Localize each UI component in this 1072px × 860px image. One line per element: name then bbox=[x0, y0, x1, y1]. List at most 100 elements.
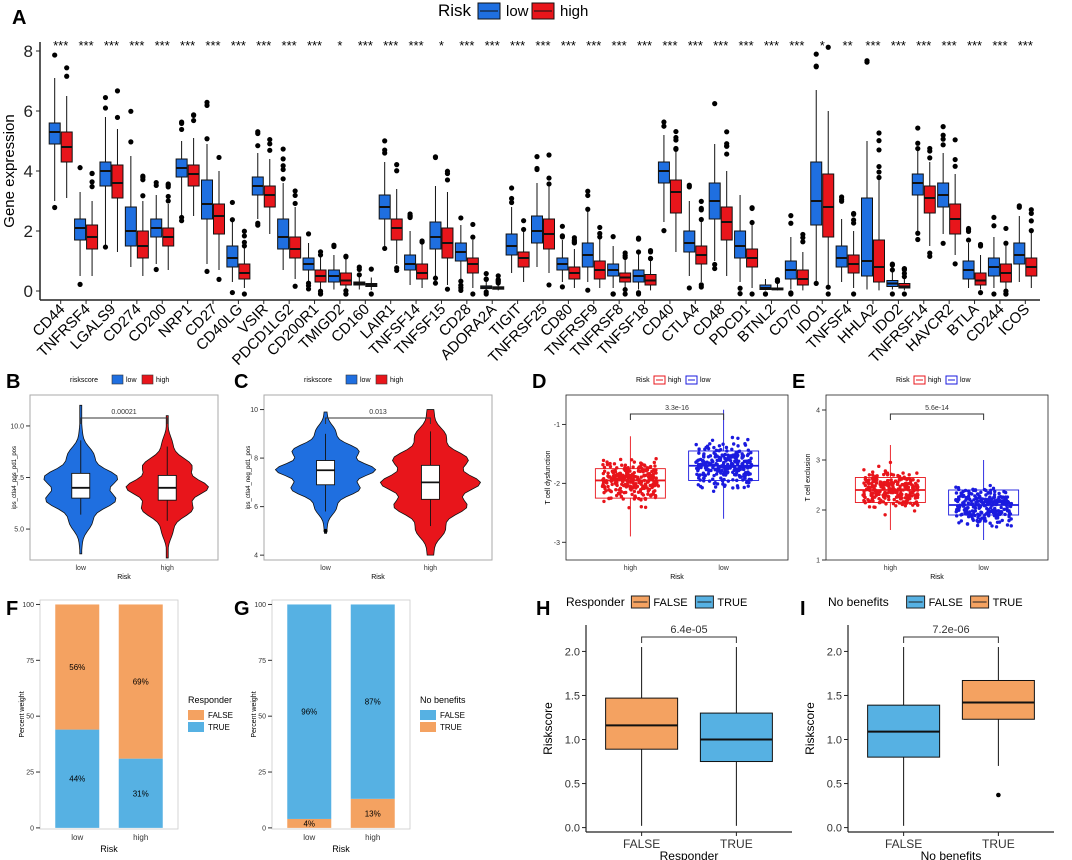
jitter-point bbox=[653, 464, 657, 468]
panel-e-tick-label: 4 bbox=[816, 407, 820, 414]
panel-a-CD70-high-box bbox=[796, 269, 809, 286]
jitter-point bbox=[972, 498, 976, 502]
jitter-point bbox=[908, 496, 912, 501]
ytick-label: 0.0 bbox=[565, 823, 580, 835]
legend-title: No benefits bbox=[420, 695, 466, 705]
jitter-point bbox=[732, 442, 736, 446]
panel-frame bbox=[271, 599, 411, 830]
jitter-point bbox=[713, 467, 717, 472]
jitter-point bbox=[631, 465, 635, 469]
legend-key-FALSE bbox=[420, 710, 436, 720]
panel-a-outlier bbox=[241, 243, 247, 249]
legend-label: TRUE bbox=[208, 723, 230, 732]
legend-key bbox=[945, 375, 958, 385]
panel-a-CD48-high-box bbox=[720, 206, 733, 241]
jitter-point bbox=[988, 521, 992, 525]
jitter-point bbox=[904, 493, 908, 497]
jitter-point bbox=[993, 506, 997, 511]
jitter-point bbox=[642, 474, 646, 478]
jitter-point bbox=[862, 468, 866, 472]
panel-g-tick-label: 75 bbox=[258, 658, 266, 665]
jitter-point bbox=[999, 509, 1004, 514]
panel-a-outlier bbox=[521, 226, 527, 233]
jitter-point bbox=[894, 504, 898, 508]
jitter-point bbox=[717, 469, 722, 473]
panel-a-outlier bbox=[610, 291, 616, 297]
panel-a-sig: *** bbox=[713, 38, 728, 53]
jitter-point bbox=[1002, 507, 1006, 512]
jitter-point bbox=[989, 498, 993, 502]
panel-a-outlier bbox=[698, 198, 704, 204]
jitter-point bbox=[964, 498, 968, 502]
panel-frame bbox=[263, 394, 493, 561]
jitter-point bbox=[916, 485, 920, 489]
jitter-point bbox=[726, 479, 730, 483]
jitter-point bbox=[746, 452, 751, 456]
jitter-point bbox=[613, 470, 618, 474]
panel-a-outlier bbox=[952, 261, 958, 267]
jitter-point bbox=[913, 481, 918, 486]
jitter-point bbox=[881, 485, 885, 489]
jitter-point bbox=[873, 484, 877, 488]
ytick-label: 1.0 bbox=[827, 735, 842, 747]
xlabel: Risk bbox=[332, 844, 350, 854]
panel-label-A: A bbox=[12, 7, 26, 29]
legend-label-high: high bbox=[390, 377, 403, 384]
xtick-label: high bbox=[624, 565, 637, 572]
jitter-point bbox=[990, 524, 994, 528]
jitter-point bbox=[708, 442, 712, 446]
panel-a-sig: *** bbox=[180, 38, 195, 53]
panel-a-outlier bbox=[977, 290, 984, 296]
panel-a-outlier bbox=[927, 148, 933, 154]
panel-g-tick-label: 100 bbox=[254, 602, 266, 609]
jitter-point bbox=[610, 482, 614, 487]
panel-a-outlier bbox=[153, 266, 159, 273]
jitter-point bbox=[862, 498, 866, 503]
jitter-point bbox=[701, 471, 706, 475]
panel-a-sig: *** bbox=[561, 38, 576, 53]
panel-a-outlier bbox=[546, 175, 552, 181]
xtick-label: high bbox=[884, 565, 897, 572]
panel-a-outlier bbox=[204, 99, 210, 105]
panel-a-ytick-label: 2 bbox=[24, 222, 33, 241]
bar-segment-TRUE bbox=[55, 729, 100, 828]
panel-a-outlier bbox=[762, 291, 769, 297]
panel-a-outlier bbox=[737, 291, 743, 297]
panel-a-outlier bbox=[356, 272, 362, 278]
panel-a-outlier bbox=[521, 218, 527, 224]
jitter-point bbox=[1007, 510, 1012, 515]
jitter-point bbox=[991, 486, 996, 491]
panel-a-outlier bbox=[813, 64, 819, 70]
panel-a-PDCD1LG2-low-box bbox=[277, 218, 290, 250]
jitter-point bbox=[996, 509, 1001, 513]
jitter-point bbox=[715, 482, 720, 486]
panel-a-outlier bbox=[1028, 228, 1034, 234]
panel-a-outlier bbox=[495, 273, 501, 279]
jitter-point bbox=[654, 457, 658, 461]
xlabel: No benefits bbox=[921, 849, 982, 860]
panel-a-HHLA2-low-box bbox=[861, 197, 873, 277]
jitter-point bbox=[1007, 515, 1011, 519]
panel-a-outlier bbox=[77, 165, 83, 171]
panel-b-tick-label: 5.0 bbox=[14, 527, 24, 534]
jitter-point bbox=[615, 483, 619, 488]
xtick-label: FALSE bbox=[623, 837, 660, 851]
jitter-point bbox=[915, 471, 919, 475]
legend-key-TRUE bbox=[188, 722, 204, 732]
legend-label: FALSE bbox=[208, 711, 233, 720]
panel-a-NRP1-high-box bbox=[187, 164, 200, 187]
jitter-point bbox=[960, 512, 964, 517]
jitter-point bbox=[972, 509, 976, 514]
panel-a-PDCD1LG2-high-box bbox=[289, 236, 302, 259]
jitter-point bbox=[746, 466, 750, 470]
panel-a-outlier bbox=[204, 136, 210, 142]
jitter-point bbox=[649, 494, 653, 498]
xtick-label: high bbox=[161, 565, 174, 572]
jitter-point bbox=[711, 489, 716, 493]
panel-a-CD27-low-box bbox=[201, 179, 213, 220]
jitter-point bbox=[907, 494, 912, 498]
panel-a-sig: *** bbox=[764, 38, 779, 53]
ytick-label: 1.5 bbox=[827, 690, 842, 702]
legend-label: FALSE bbox=[440, 711, 465, 720]
panel-a-outlier bbox=[940, 132, 946, 138]
